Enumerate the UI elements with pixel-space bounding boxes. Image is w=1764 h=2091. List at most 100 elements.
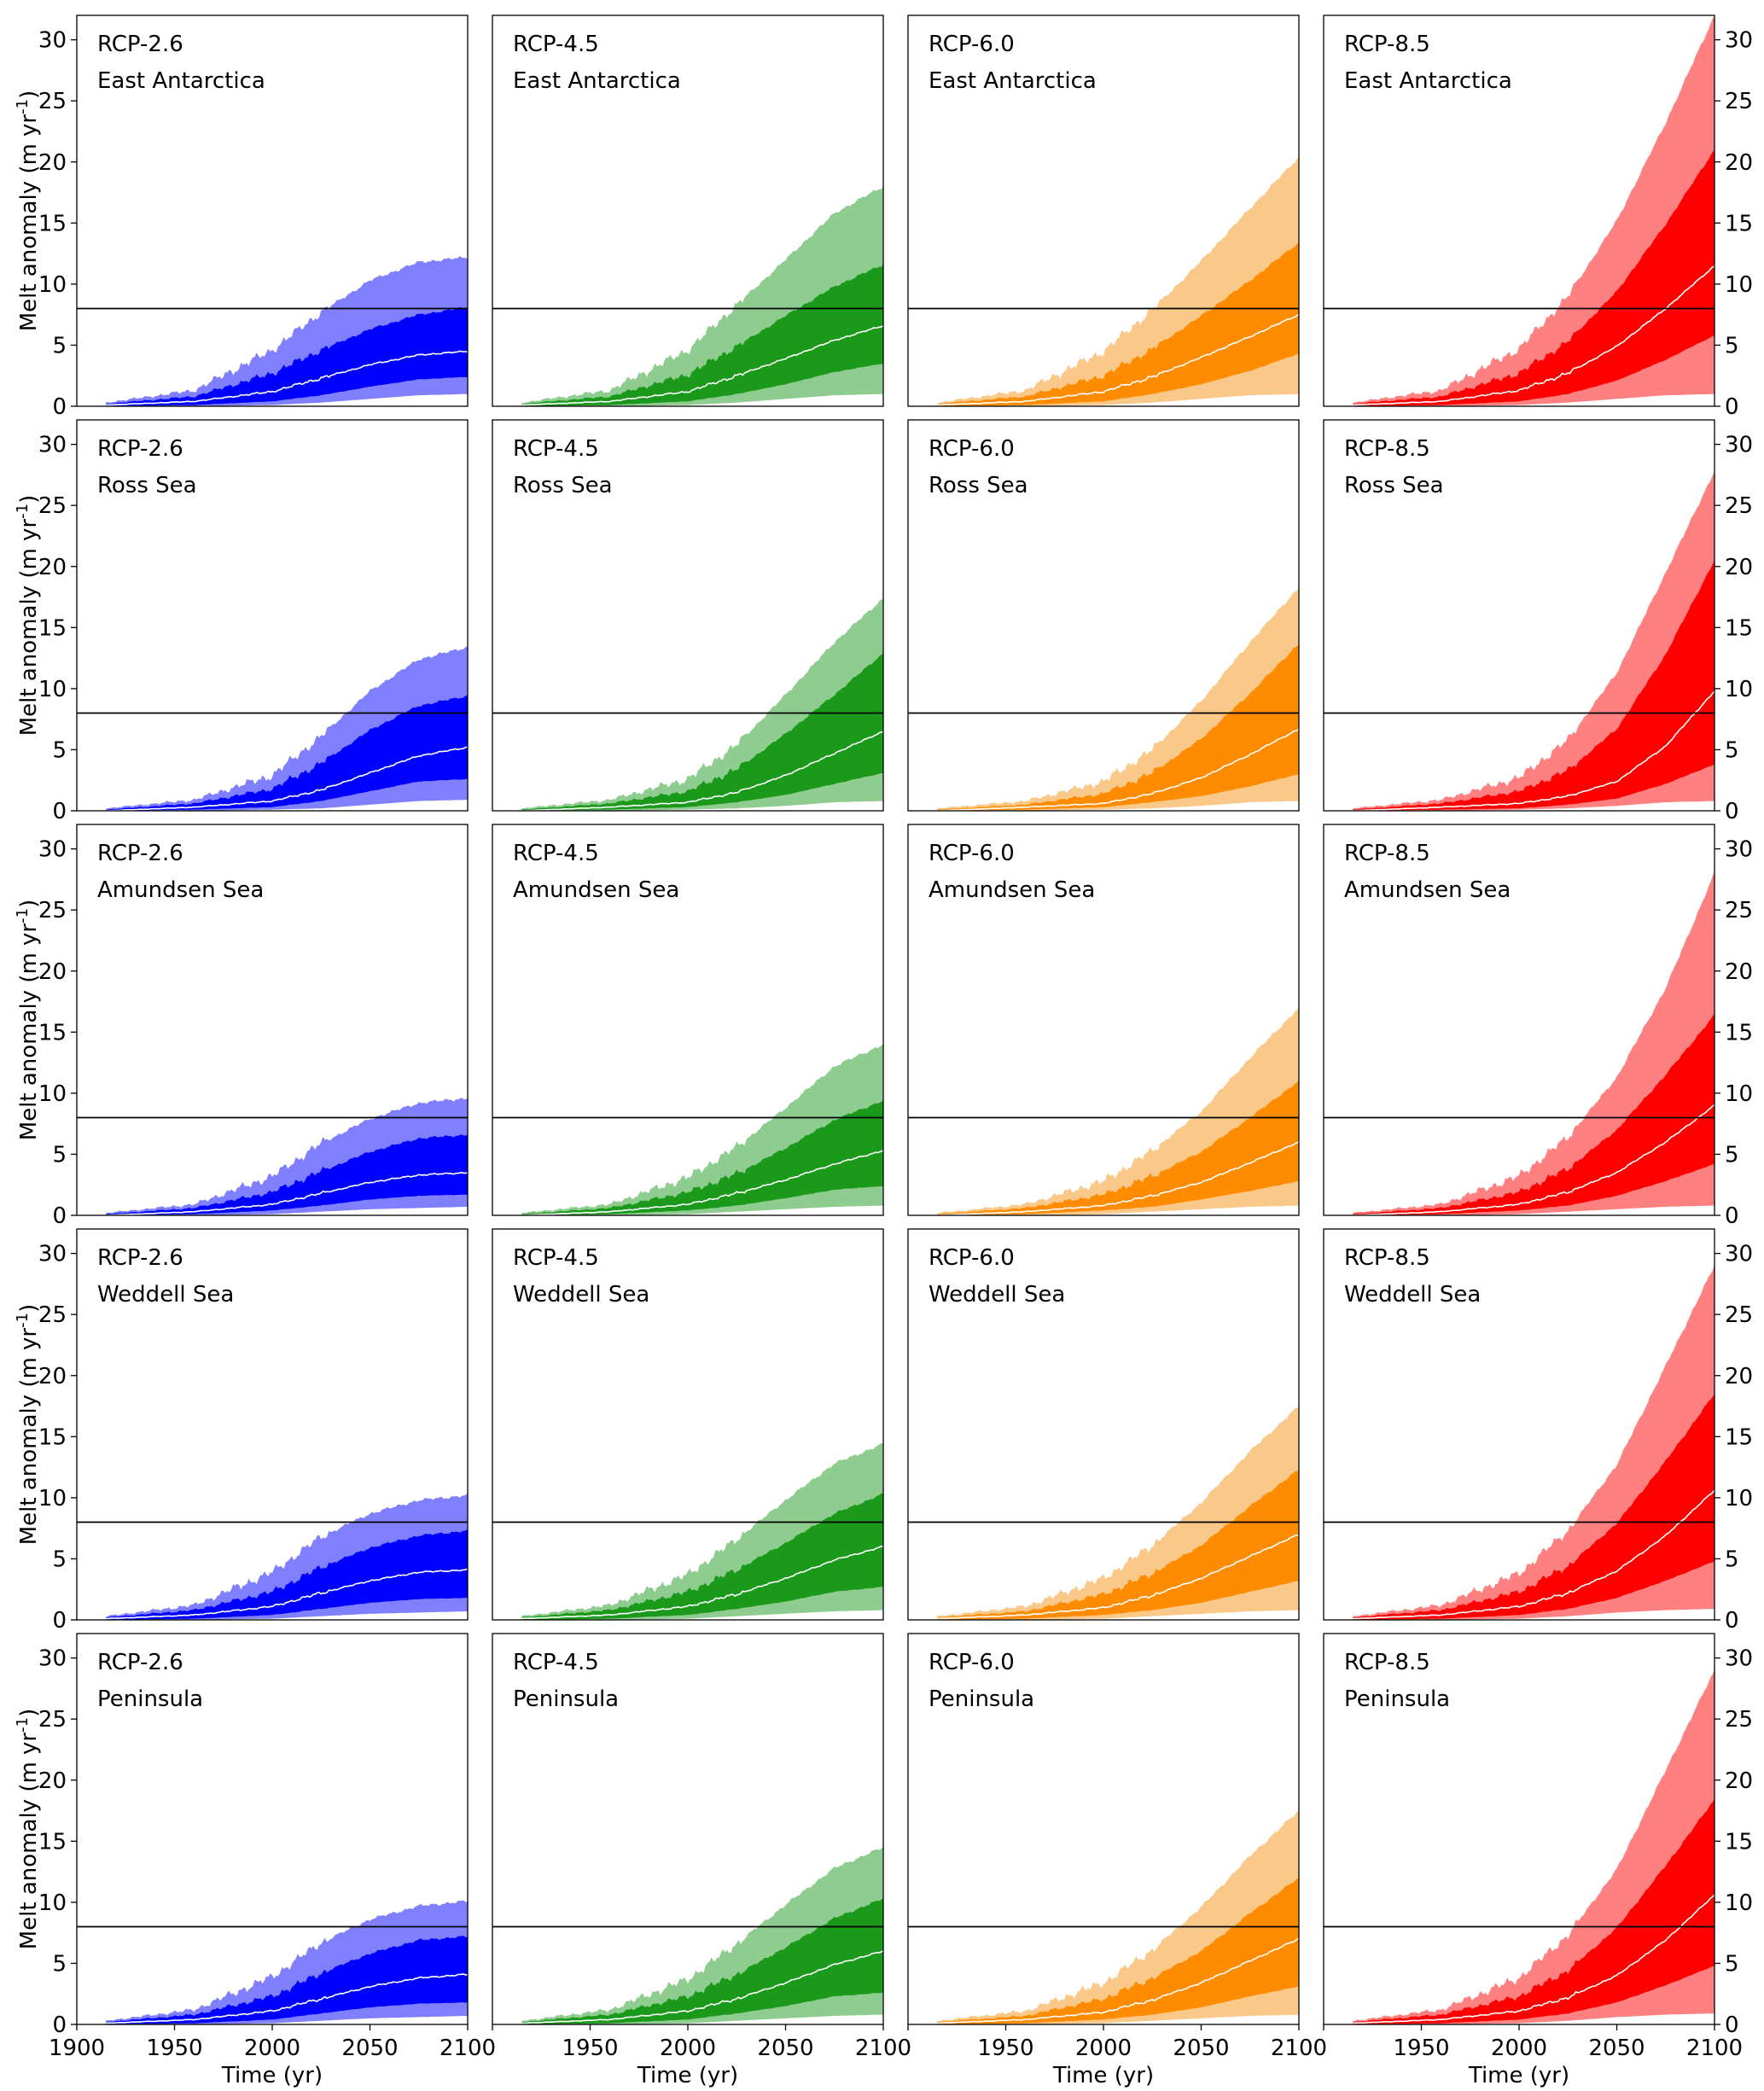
scenario-label: RCP-8.5 (1344, 1245, 1430, 1271)
y-tick-label: 15 (38, 1020, 67, 1046)
y-tick-label: 20 (1725, 1768, 1753, 1794)
y-tick-label: 0 (52, 1203, 67, 1229)
region-label: Amundsen Sea (513, 877, 679, 903)
inner-uncertainty-band (1353, 1799, 1715, 2024)
median-line (106, 746, 468, 811)
x-tick-label: 1950 (146, 2036, 202, 2061)
y-tick-label: 20 (38, 1768, 67, 1794)
y-tick-label: 5 (52, 1951, 67, 1977)
y-tick-label: 5 (1725, 1142, 1739, 1168)
panel-0-0: RCP-2.6 East Antarctica 0 5 10 15 20 25 30 Melt a… (14, 15, 469, 420)
median-line (937, 1140, 1299, 1215)
inner-uncertainty-band (521, 1493, 883, 1620)
region-label: Peninsula (97, 1686, 203, 1712)
y-tick-label: 30 (38, 1646, 67, 1672)
y-axis-label: Melt anomaly (m yr-1) (14, 495, 42, 737)
y-tick-label: 30 (1725, 837, 1753, 863)
inner-uncertainty-band (937, 644, 1299, 811)
scenario-label: RCP-4.5 (513, 32, 599, 57)
panel-frame (1323, 1228, 1715, 1621)
inner-uncertainty-band (937, 1470, 1299, 1620)
x-tick-label: 2100 (855, 2036, 911, 2061)
y-axis-label: Melt anomaly (m yr-1) (14, 1304, 42, 1546)
panel-plot-area (492, 598, 883, 811)
y-tick-label: 25 (1725, 1302, 1753, 1328)
y-tick-label: 20 (1725, 555, 1753, 580)
inner-uncertainty-band (937, 242, 1299, 406)
y-tick-label: 5 (1725, 1951, 1739, 1977)
panel-0-2: RCP-6.0 East Antarctica (907, 15, 1300, 407)
y-tick-label: 5 (52, 1546, 67, 1572)
y-axis-label: Melt anomaly (m yr-1) (14, 90, 42, 332)
y-tick-label: 0 (1725, 1608, 1739, 1634)
y-tick-label: 20 (1725, 1364, 1753, 1389)
y-tick-label: 15 (38, 211, 67, 236)
panel-1-0: RCP-2.6 Ross Sea 0 5 10 15 20 25 30 Melt anomaly … (14, 419, 469, 824)
scenario-label: RCP-8.5 (1344, 436, 1430, 462)
median-line (1353, 1489, 1715, 1620)
panel-plot-area (908, 156, 1299, 406)
median-line (937, 1534, 1299, 1620)
panel-plot-area (1324, 472, 1715, 811)
panel-1-3: RCP-8.5 Ross Sea 0 5 10 15 20 25 30 (1323, 419, 1753, 824)
y-axis-label: Melt anomaly (m yr-1) (14, 900, 42, 1141)
y-tick-label: 10 (1725, 1486, 1753, 1511)
scenario-label: RCP-2.6 (97, 32, 183, 57)
x-tick-label: 1950 (1393, 2036, 1449, 2061)
panel-3-3: RCP-8.5 Weddell Sea 0 5 10 15 20 25 30 (1323, 1228, 1753, 1634)
y-tick-label: 0 (1725, 394, 1739, 420)
y-axis-label-close: ) (16, 900, 42, 908)
region-label: Amundsen Sea (97, 877, 264, 903)
scenario-label: RCP-4.5 (513, 1650, 599, 1675)
y-tick-label: 5 (52, 333, 67, 358)
y-tick-label: 15 (1725, 1424, 1753, 1450)
y-tick-label: 10 (38, 677, 67, 702)
y-tick-label: 20 (38, 150, 67, 176)
region-label: Weddell Sea (929, 1282, 1065, 1308)
y-tick-label: 20 (38, 555, 67, 580)
x-tick-label: 2000 (1491, 2036, 1547, 2061)
y-tick-label: 0 (52, 2012, 67, 2038)
y-tick-label: 0 (1725, 2012, 1739, 2038)
y-tick-label: 10 (38, 1081, 67, 1107)
inner-uncertainty-band (106, 1936, 468, 2024)
median-line (521, 1150, 883, 1215)
x-axis-label: Time (yr) (1468, 2063, 1569, 2088)
y-axis-label-text: Melt anomaly (m yr (16, 519, 42, 737)
panel-frame (1323, 419, 1715, 812)
region-label: Amundsen Sea (1344, 877, 1511, 903)
region-label: East Antarctica (97, 68, 265, 94)
x-tick-label: 2050 (757, 2036, 813, 2061)
region-label: Ross Sea (97, 473, 197, 498)
panel-plot-area (77, 256, 468, 406)
panel-plot-area (492, 1847, 883, 2024)
inner-uncertainty-band (937, 1878, 1299, 2024)
region-label: East Antarctica (1344, 68, 1512, 94)
y-axis-label-close: ) (16, 1709, 42, 1717)
median-line (937, 728, 1299, 811)
panel-3-0: RCP-2.6 Weddell Sea 0 5 10 15 20 25 30 Melt anoma… (14, 1228, 469, 1634)
inner-uncertainty-band (521, 654, 883, 811)
median-line (1353, 690, 1715, 811)
scenario-label: RCP-8.5 (1344, 1650, 1430, 1675)
region-label: Amundsen Sea (929, 877, 1095, 903)
y-tick-label: 30 (1725, 1646, 1753, 1672)
y-axis-label-text: Melt anomaly (m yr (16, 923, 42, 1141)
y-tick-label: 20 (1725, 150, 1753, 176)
scenario-label: RCP-8.5 (1344, 32, 1430, 57)
panel-plot-area (492, 186, 883, 406)
y-axis-label-superscript: -1 (14, 908, 32, 923)
inner-uncertainty-band (521, 1100, 883, 1215)
panel-2-3: RCP-8.5 Amundsen Sea 0 5 10 15 20 25 30 (1323, 824, 1753, 1229)
y-tick-label: 0 (1725, 1203, 1739, 1229)
x-tick-label: 2050 (1588, 2036, 1645, 2061)
panel-2-0: RCP-2.6 Amundsen Sea 0 5 10 15 20 25 30 Melt anom… (14, 824, 469, 1229)
x-tick-label: 1950 (562, 2036, 618, 2061)
y-tick-label: 10 (38, 1486, 67, 1511)
panel-plot-area (492, 1045, 883, 1215)
y-tick-label: 5 (1725, 737, 1739, 763)
panel-plot-area (77, 1900, 468, 2024)
scenario-label: RCP-2.6 (97, 1245, 183, 1271)
inner-uncertainty-band (937, 1080, 1299, 1215)
x-tick-label: 2050 (1173, 2036, 1229, 2061)
